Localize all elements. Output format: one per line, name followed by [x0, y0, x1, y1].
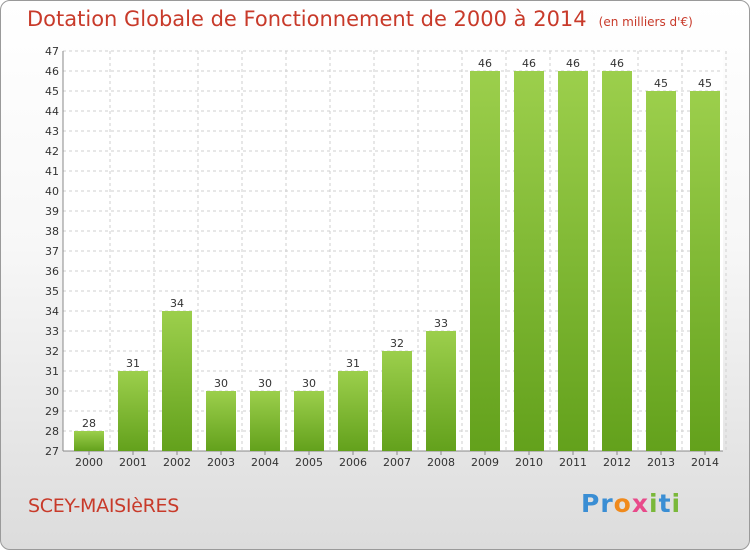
y-tick-label: 34: [45, 305, 59, 318]
data-label: 30: [258, 377, 272, 390]
y-tick-label: 43: [45, 125, 59, 138]
data-label: 31: [126, 357, 140, 370]
x-tick-label: 2003: [207, 456, 235, 469]
y-tick-label: 28: [45, 425, 59, 438]
y-tick-label: 36: [45, 265, 59, 278]
chart-title: Dotation Globale de Fonctionnement de 20…: [27, 7, 693, 31]
bar: [74, 431, 104, 451]
x-tick-label: 2007: [383, 456, 411, 469]
data-label: 46: [522, 57, 536, 70]
data-label: 32: [390, 337, 404, 350]
bar: [690, 91, 720, 451]
y-tick-label: 29: [45, 405, 59, 418]
x-tick-label: 2002: [163, 456, 191, 469]
logo-letter: t: [658, 489, 672, 518]
y-tick-label: 33: [45, 325, 59, 338]
x-tick-label: 2006: [339, 456, 367, 469]
bar: [118, 371, 148, 451]
data-label: 34: [170, 297, 184, 310]
x-tick-label: 2013: [647, 456, 675, 469]
data-label: 46: [478, 57, 492, 70]
x-tick-label: 2005: [295, 456, 323, 469]
y-tick-label: 40: [45, 185, 59, 198]
bar: [514, 71, 544, 451]
data-label: 45: [698, 77, 712, 90]
y-tick-label: 31: [45, 365, 59, 378]
y-tick-label: 30: [45, 385, 59, 398]
data-label: 33: [434, 317, 448, 330]
data-label: 30: [302, 377, 316, 390]
y-tick-label: 47: [45, 45, 59, 58]
y-tick-label: 37: [45, 245, 59, 258]
bar: [294, 391, 324, 451]
chart-title-text: Dotation Globale de Fonctionnement de 20…: [27, 7, 587, 31]
data-label: 46: [610, 57, 624, 70]
data-label: 30: [214, 377, 228, 390]
y-tick-label: 44: [45, 105, 59, 118]
commune-name: SCEY-MAISIèRES: [28, 495, 179, 517]
x-tick-label: 2001: [119, 456, 147, 469]
x-tick-label: 2010: [515, 456, 543, 469]
x-tick-label: 2009: [471, 456, 499, 469]
x-tick-label: 2011: [559, 456, 587, 469]
logo-letter: x: [631, 489, 649, 518]
bar: [162, 311, 192, 451]
x-tick-label: 2004: [251, 456, 279, 469]
y-tick-label: 41: [45, 165, 59, 178]
bar: [646, 91, 676, 451]
y-tick-label: 27: [45, 445, 59, 458]
logo-letter: i: [649, 489, 659, 518]
data-label: 46: [566, 57, 580, 70]
bar: [558, 71, 588, 451]
chart-subtitle: (en milliers d'€): [598, 15, 693, 29]
x-tick-label: 2000: [75, 456, 103, 469]
y-tick-label: 46: [45, 65, 59, 78]
y-tick-label: 45: [45, 85, 59, 98]
bar: [206, 391, 236, 451]
logo-letter: P: [581, 489, 601, 518]
bar: [426, 331, 456, 451]
proxiti-logo[interactable]: Proxiti: [581, 489, 681, 518]
bar: [470, 71, 500, 451]
bar: [250, 391, 280, 451]
logo-letter: i: [671, 489, 682, 518]
bar: [338, 371, 368, 451]
y-tick-label: 42: [45, 145, 59, 158]
x-tick-label: 2008: [427, 456, 455, 469]
y-tick-label: 38: [45, 225, 59, 238]
y-tick-label: 39: [45, 205, 59, 218]
x-tick-label: 2012: [603, 456, 631, 469]
bar: [602, 71, 632, 451]
x-tick-label: 2014: [691, 456, 719, 469]
bar: [382, 351, 412, 451]
logo-letter: r: [600, 489, 614, 518]
data-label: 45: [654, 77, 668, 90]
data-label: 31: [346, 357, 360, 370]
data-label: 28: [82, 417, 96, 430]
y-tick-label: 35: [45, 285, 59, 298]
y-tick-label: 32: [45, 345, 59, 358]
logo-letter: o: [613, 489, 632, 518]
